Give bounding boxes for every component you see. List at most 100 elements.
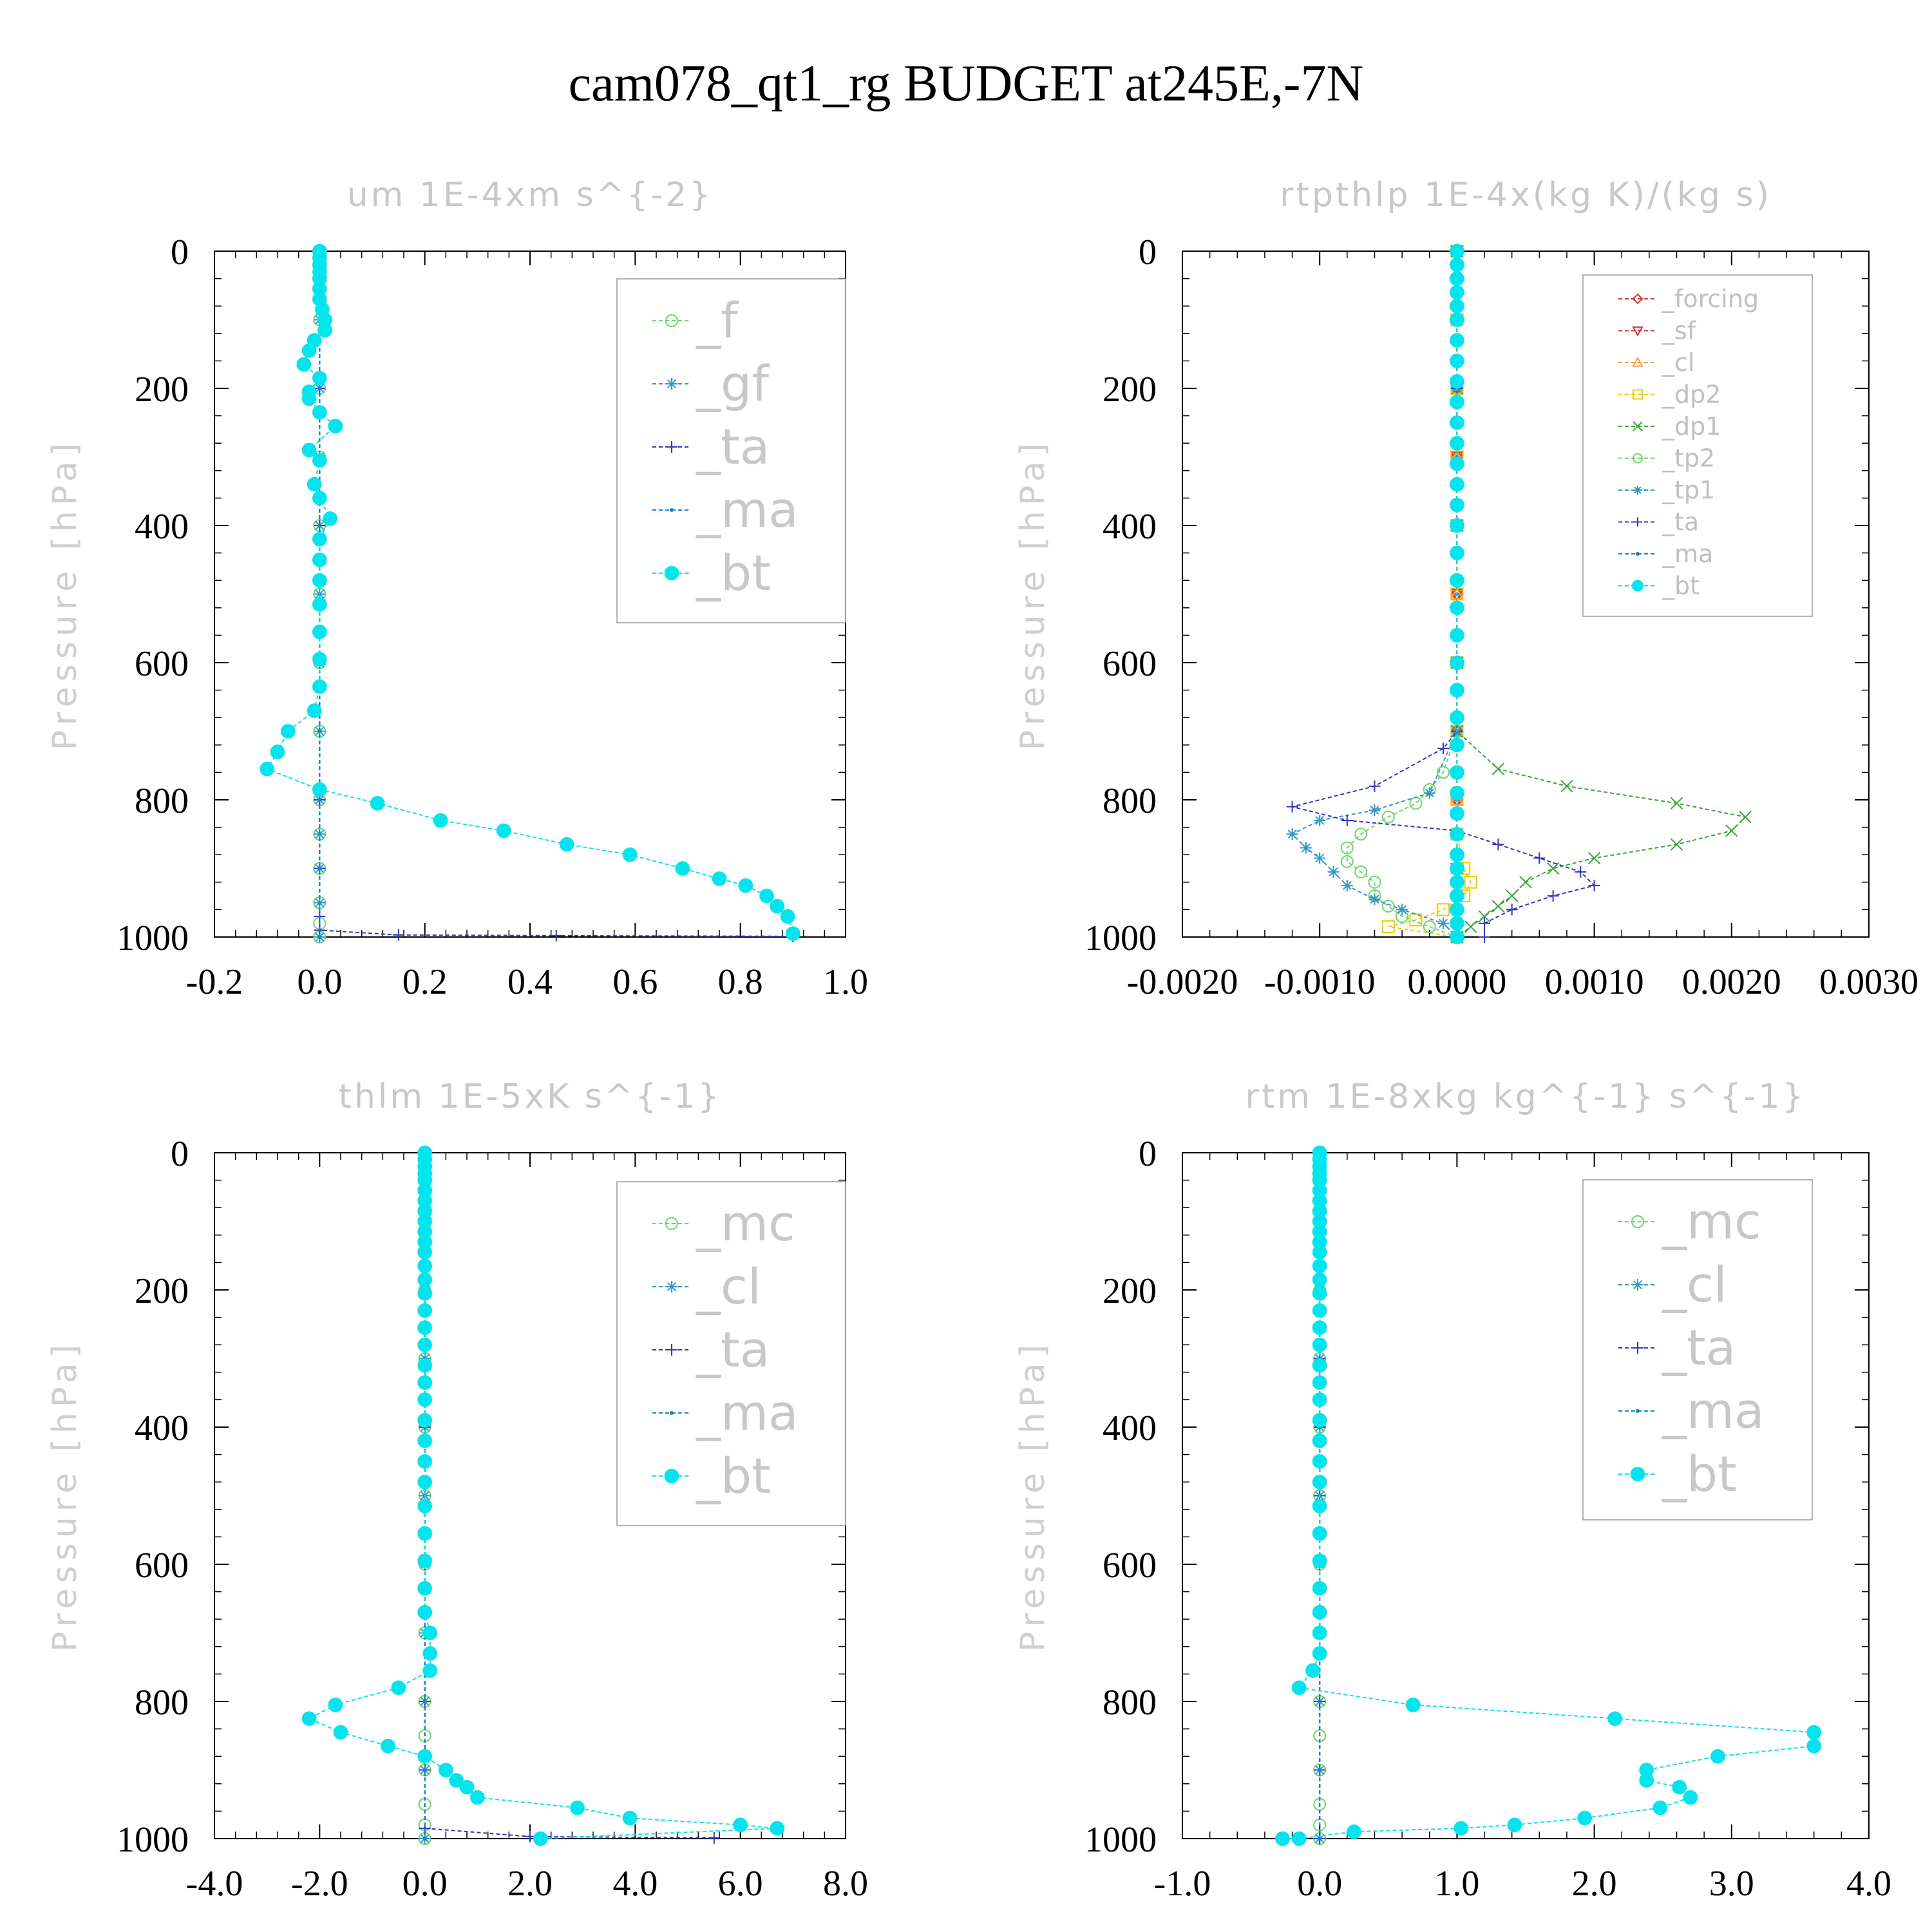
data-point — [312, 679, 327, 694]
x-tick-label: 3.0 — [1709, 1864, 1754, 1904]
y-axis-label: Pressure [hPa] — [1014, 1340, 1052, 1652]
legend-label: _mc — [1662, 1193, 1761, 1250]
data-point — [780, 909, 795, 924]
data-point — [1312, 1499, 1327, 1513]
data-point — [1670, 838, 1683, 851]
data-point — [1450, 333, 1464, 348]
y-tick-label: 1000 — [117, 1820, 189, 1860]
data-point — [1492, 900, 1505, 913]
data-point — [1381, 920, 1395, 934]
data-point — [1631, 1215, 1644, 1228]
data-point — [570, 1800, 585, 1815]
data-point — [1450, 243, 1464, 259]
data-point — [1450, 655, 1464, 670]
series-ta — [1286, 245, 1600, 943]
data-point — [670, 1411, 674, 1415]
x-tick-label: 0.2 — [402, 962, 448, 1002]
y-tick-label: 800 — [135, 1683, 189, 1723]
plot-frame — [1182, 1152, 1870, 1839]
data-point — [1450, 298, 1464, 314]
data-point — [1632, 1342, 1643, 1354]
data-point — [670, 508, 674, 512]
legend-label: _ma — [696, 481, 799, 538]
data-point — [1341, 880, 1353, 892]
series-bt — [260, 243, 800, 941]
data-point — [1577, 1810, 1592, 1826]
series-line — [1346, 251, 1458, 938]
data-point — [433, 813, 448, 828]
data-point — [328, 1698, 343, 1712]
x-tick-label: 0.0030 — [1819, 962, 1918, 1002]
data-point — [417, 1320, 432, 1335]
data-point — [1632, 1279, 1643, 1291]
data-point — [312, 453, 327, 468]
y-tick-label: 200 — [135, 1271, 189, 1311]
data-point — [1354, 828, 1368, 841]
x-tick-label: 0.0 — [402, 1864, 448, 1904]
data-point — [665, 314, 678, 327]
data-point — [317, 798, 322, 802]
figure-title: cam078_qt1_rg BUDGET at245E,-7N — [568, 55, 1364, 112]
x-tick-label: -0.0010 — [1264, 962, 1376, 1002]
data-point — [317, 323, 332, 337]
data-point — [301, 343, 317, 358]
data-point — [1653, 1800, 1668, 1815]
data-point — [1312, 1434, 1327, 1448]
x-tick-label: 8.0 — [823, 1864, 868, 1904]
data-point — [1450, 806, 1464, 821]
data-point — [666, 441, 677, 453]
data-point — [1450, 587, 1464, 600]
x-tick-label: 4.0 — [612, 1864, 658, 1904]
data-point — [1437, 917, 1450, 929]
data-point — [675, 861, 690, 876]
data-point — [312, 491, 327, 506]
legend-label: _tp1 — [1662, 476, 1715, 504]
legend-box — [1582, 1179, 1813, 1520]
y-axis-label: Pressure [hPa] — [46, 438, 84, 750]
data-point — [1450, 888, 1464, 904]
x-tick-label: 4.0 — [1846, 1864, 1891, 1904]
y-tick-label: 0 — [171, 232, 189, 272]
data-point — [1492, 838, 1504, 851]
data-point — [417, 1553, 432, 1568]
data-point — [312, 624, 327, 639]
y-tick-label: 400 — [135, 507, 189, 547]
data-point — [733, 1817, 748, 1832]
data-point — [417, 1358, 432, 1373]
data-point — [1492, 762, 1505, 775]
data-point — [1305, 1663, 1320, 1678]
y-tick-label: 1000 — [1084, 918, 1157, 958]
data-point — [1636, 552, 1640, 556]
data-point — [1479, 917, 1491, 929]
data-point — [1450, 683, 1464, 697]
data-point — [417, 1392, 432, 1407]
x-tick-label: 2.0 — [507, 1864, 553, 1904]
data-point — [449, 1773, 464, 1788]
legend-label: _ma — [1662, 540, 1713, 568]
y-tick-label: 600 — [1103, 1546, 1157, 1586]
data-point — [666, 1281, 677, 1293]
data-point — [1632, 356, 1643, 367]
panel-title: thlm 1E-5xK s^{-1} — [339, 1077, 722, 1116]
data-point — [417, 1580, 432, 1596]
data-point — [1381, 900, 1395, 913]
y-tick-label: 0 — [1139, 1134, 1157, 1174]
y-tick-label: 0 — [1139, 232, 1157, 272]
data-point — [1546, 862, 1560, 875]
data-point — [417, 1245, 432, 1260]
series-line — [1292, 251, 1596, 937]
data-point — [1450, 456, 1464, 471]
data-point — [533, 1831, 548, 1846]
data-point — [759, 888, 774, 904]
data-point — [1312, 1286, 1327, 1301]
legend-label: _gf — [696, 355, 770, 412]
data-point — [312, 532, 327, 547]
data-point — [1312, 1375, 1327, 1390]
data-point — [1318, 1768, 1322, 1772]
data-point — [1533, 852, 1546, 864]
data-point — [1354, 865, 1368, 878]
data-point — [1506, 904, 1518, 916]
x-tick-label: 0.0020 — [1682, 962, 1781, 1002]
data-point — [1327, 866, 1340, 878]
